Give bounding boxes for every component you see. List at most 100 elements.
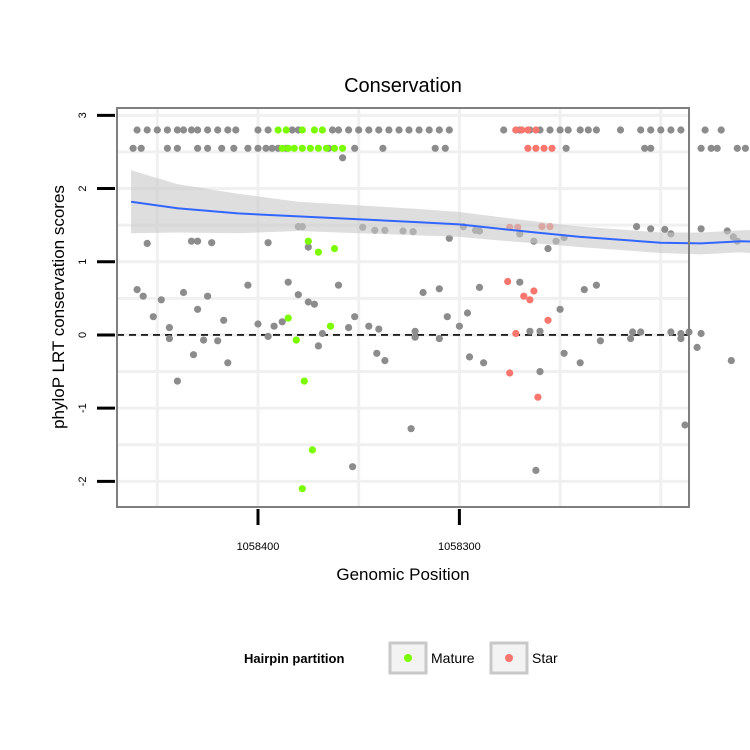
- data-point-other: [516, 278, 524, 286]
- data-point-other: [435, 285, 443, 293]
- data-point-other: [677, 335, 685, 343]
- data-point-other: [351, 144, 359, 152]
- data-point-other: [596, 337, 605, 345]
- data-point-other: [556, 305, 564, 313]
- data-point-other: [304, 243, 312, 251]
- x-tick-label: 1058400: [237, 541, 280, 553]
- data-point-other: [318, 329, 326, 338]
- data-point-other: [693, 343, 701, 351]
- data-point-other: [270, 322, 278, 330]
- x-tick-label: 1058300: [438, 541, 481, 553]
- data-point-other: [431, 144, 439, 152]
- data-point-star: [512, 126, 520, 134]
- y-axis-title: phyloP LRT conservation scores: [49, 185, 68, 429]
- data-point-other: [262, 144, 270, 152]
- data-point-other: [707, 144, 715, 152]
- data-point-mature: [322, 144, 331, 152]
- y-tick-label: -2: [77, 476, 89, 486]
- data-point-other: [278, 318, 286, 326]
- data-point-star: [526, 296, 534, 304]
- data-point-other: [677, 329, 685, 338]
- data-point-mature: [330, 144, 339, 152]
- data-point-other: [230, 144, 238, 152]
- data-point-other: [526, 327, 534, 335]
- data-point-mature: [278, 144, 286, 152]
- data-point-mature: [290, 144, 298, 152]
- data-point-other: [500, 126, 508, 134]
- data-point-other: [173, 377, 181, 385]
- legend-dot-mature: [404, 654, 412, 662]
- y-tick-label: -1: [77, 403, 89, 413]
- legend: Hairpin partition Mature Star: [244, 641, 558, 675]
- data-point-star: [524, 144, 532, 152]
- data-point-mature: [304, 237, 312, 245]
- data-point-other: [189, 351, 198, 359]
- data-point-other: [365, 126, 373, 134]
- data-point-other: [536, 368, 544, 376]
- y-axis: 3 2 1 0 -1 -2: [77, 112, 115, 486]
- data-point-mature: [284, 314, 292, 322]
- data-point-mature: [298, 126, 306, 134]
- data-point-other: [580, 286, 588, 294]
- data-point-other: [411, 327, 419, 335]
- data-point-other: [733, 144, 741, 152]
- data-point-other: [544, 245, 552, 253]
- data-point-mature: [298, 144, 306, 152]
- data-point-other: [345, 324, 353, 332]
- data-point-mature: [306, 144, 314, 152]
- data-point-star: [544, 316, 552, 324]
- data-point-other: [375, 126, 383, 134]
- data-point-other: [194, 126, 202, 134]
- data-point-other: [713, 144, 721, 152]
- data-point-star: [524, 126, 532, 134]
- data-point-other: [200, 336, 208, 344]
- data-point-other: [194, 144, 202, 152]
- data-point-other: [334, 126, 343, 134]
- data-point-other: [129, 144, 137, 152]
- x-axis-title: Genomic Position: [336, 565, 469, 584]
- data-point-other: [641, 144, 649, 152]
- data-point-star: [530, 287, 538, 295]
- data-point-other: [220, 316, 228, 324]
- data-point-other: [218, 144, 226, 152]
- data-point-other: [153, 126, 161, 134]
- data-point-other: [194, 237, 202, 245]
- data-point-other: [244, 281, 252, 289]
- data-point-other: [194, 305, 202, 313]
- data-point-other: [214, 337, 222, 345]
- y-tick-label: 0: [77, 332, 89, 338]
- data-point-other: [204, 144, 212, 152]
- legend-label-mature: Mature: [431, 650, 475, 666]
- data-point-other: [701, 126, 709, 134]
- data-point-other: [133, 126, 141, 134]
- data-point-mature: [298, 485, 306, 493]
- chart-title: Conservation: [344, 75, 462, 97]
- data-point-star: [504, 277, 512, 286]
- data-point-other: [149, 313, 157, 321]
- data-point-other: [677, 126, 685, 134]
- data-point-mature: [274, 126, 282, 134]
- data-point-other: [264, 239, 272, 247]
- data-point-other: [592, 126, 601, 134]
- data-point-other: [727, 357, 735, 365]
- data-point-other: [637, 328, 645, 336]
- data-point-other: [373, 349, 381, 357]
- data-point-other: [616, 126, 625, 134]
- data-point-other: [405, 126, 413, 134]
- data-point-other: [165, 324, 173, 332]
- data-point-other: [294, 291, 302, 299]
- legend-key-star: [489, 641, 529, 675]
- data-point-other: [339, 154, 347, 162]
- data-point-other: [445, 126, 453, 134]
- data-point-star: [506, 369, 514, 377]
- plot-area: [116, 107, 750, 508]
- data-point-star: [532, 126, 540, 134]
- data-point-other: [264, 332, 272, 340]
- data-point-other: [328, 126, 337, 134]
- data-point-other: [254, 144, 262, 152]
- data-point-other: [415, 126, 423, 134]
- data-point-star: [520, 292, 528, 300]
- data-point-other: [717, 126, 725, 134]
- data-point-other: [379, 144, 387, 152]
- data-point-other: [314, 342, 322, 350]
